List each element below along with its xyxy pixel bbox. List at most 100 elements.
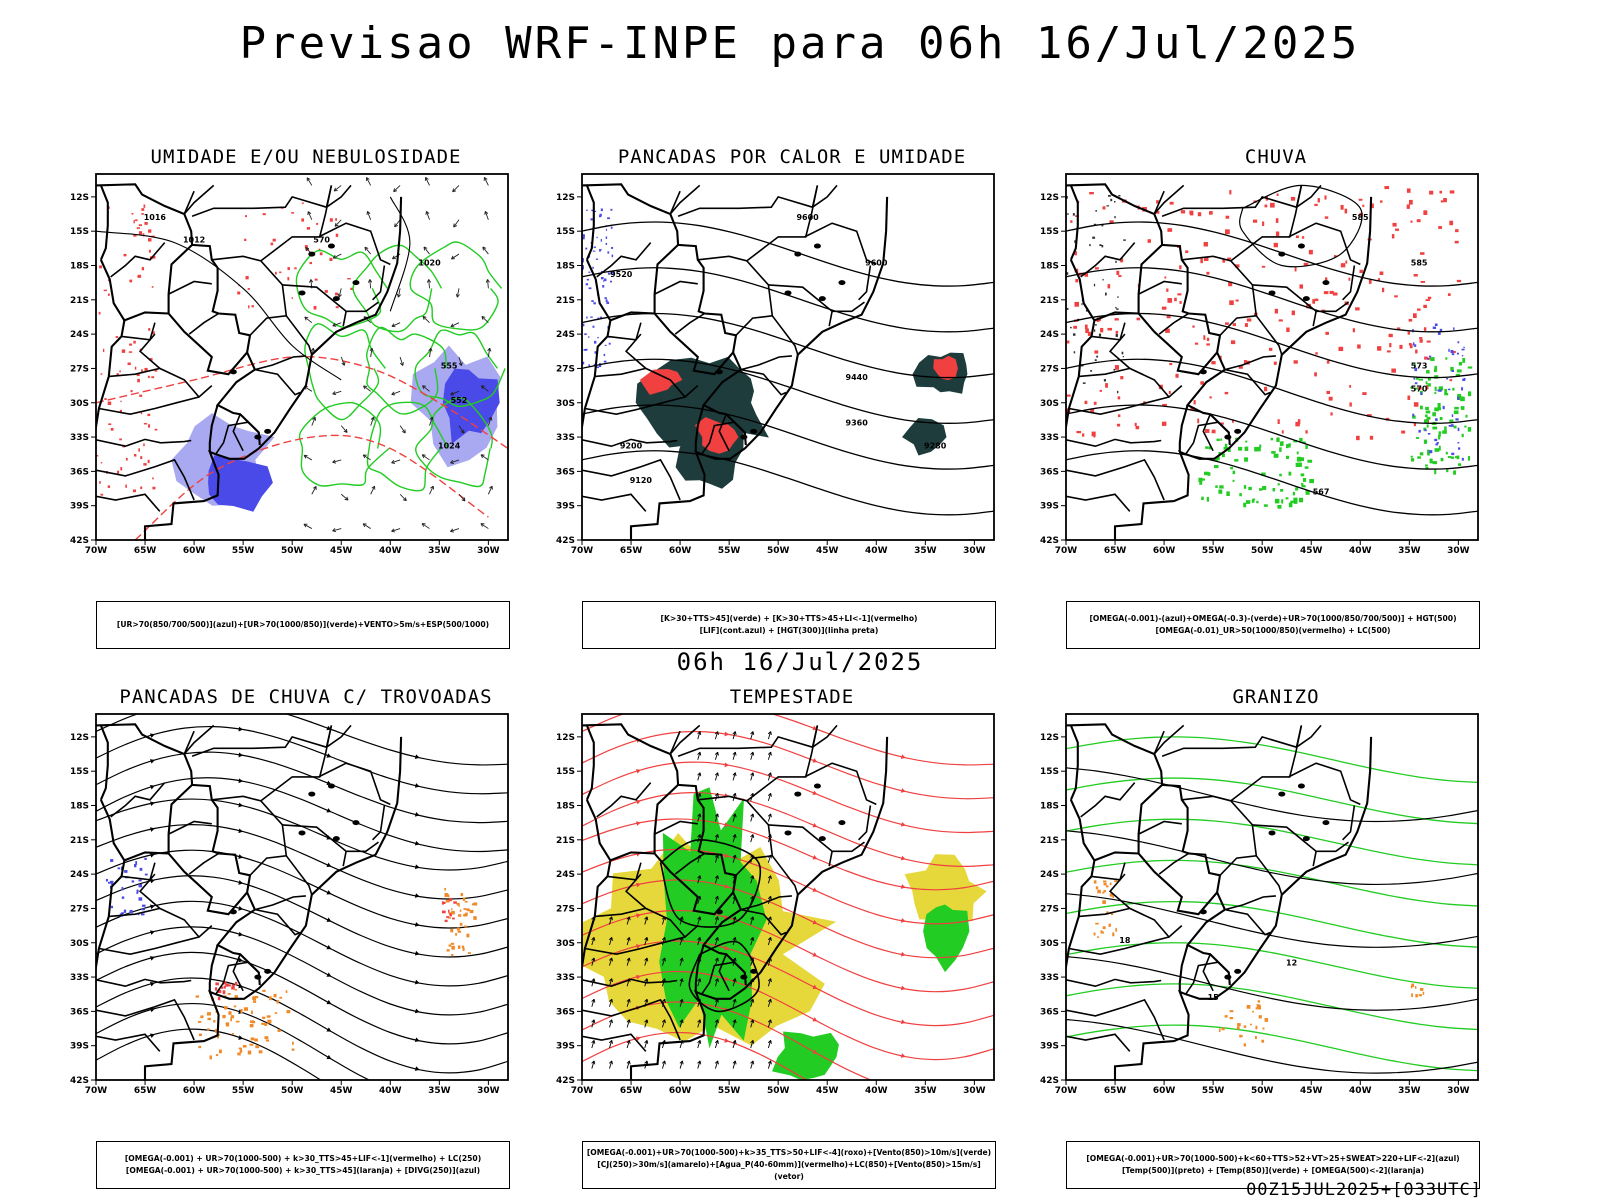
streamline-arrow	[238, 931, 244, 937]
humidity-shade-dense	[442, 368, 500, 444]
wind-vector-head	[626, 998, 631, 1003]
thickness-speck	[143, 423, 148, 425]
rain-area-speck	[1369, 435, 1374, 440]
wind-vector-head	[341, 361, 346, 366]
wind-vector	[679, 1019, 683, 1028]
lon-tick-label: 55W	[232, 1086, 255, 1096]
lc-speck	[1090, 370, 1093, 372]
wind-vector	[303, 454, 313, 461]
lon-tick-label: 30W	[963, 546, 986, 556]
thickness-speck	[141, 369, 143, 373]
rain-strong-speck	[1216, 438, 1220, 442]
convection-speck	[227, 993, 231, 995]
state-border	[183, 724, 215, 755]
streamline	[96, 714, 508, 766]
moisture-contour	[352, 244, 443, 333]
lon-tick-label: 40W	[1349, 1086, 1372, 1096]
wind-vector-head	[679, 1060, 684, 1065]
lat-tick-label: 42S	[70, 536, 89, 546]
wind-vector-head	[750, 772, 755, 777]
lat-tick-label: 21S	[1040, 296, 1059, 306]
rain-area-speck	[1395, 228, 1400, 231]
convection-speck	[466, 908, 470, 912]
omega-speck	[1262, 1027, 1265, 1030]
rain-area-speck	[1073, 325, 1077, 329]
thickness-speck	[270, 242, 274, 246]
lat-tick-label: 24S	[70, 330, 89, 340]
rain-strong-speck	[1279, 447, 1282, 452]
thunder-speck	[234, 981, 238, 986]
wind-vector	[332, 528, 342, 532]
wind-vector-head	[591, 1019, 596, 1024]
wind-vector-head	[679, 998, 684, 1003]
rain-area-speck	[1362, 204, 1365, 207]
lon-tick-label: 65W	[134, 1086, 157, 1096]
state-border	[1288, 762, 1361, 806]
rain-area-speck	[1278, 319, 1283, 322]
thickness-speck	[138, 224, 143, 227]
moisture-contour	[366, 401, 449, 492]
state-border	[318, 762, 391, 806]
rain-strong-speck	[1232, 479, 1235, 482]
convection-speck	[451, 910, 455, 915]
divergence-speck	[138, 897, 143, 901]
rain-weak-speck	[1451, 353, 1455, 356]
streamline-arrow	[326, 862, 332, 868]
lon-tick-label: 50W	[281, 546, 304, 556]
moisture-contour	[295, 249, 388, 328]
thickness-speck	[304, 245, 308, 249]
lif-contour-speck	[582, 323, 585, 327]
wind-vector-head	[679, 916, 684, 921]
jet-area	[904, 854, 987, 922]
thickness-speck	[141, 208, 145, 211]
omega-speck	[1422, 991, 1425, 995]
wind-vector-head	[332, 528, 337, 533]
streamline-850-arrow	[724, 731, 730, 737]
wind-vector	[662, 957, 666, 966]
contour-label: 1016	[144, 213, 167, 222]
state-border	[254, 895, 306, 911]
wind-vector-head	[608, 937, 613, 941]
temp-850-contour	[1066, 942, 1478, 989]
lake-mark	[352, 280, 360, 286]
thickness-speck	[335, 218, 337, 221]
thickness-speck	[152, 477, 154, 480]
thickness-speck	[152, 256, 156, 259]
lake-mark	[794, 791, 802, 797]
lif-contour-speck	[588, 287, 592, 290]
wind-vector-head	[608, 1019, 613, 1024]
lif-contour-speck	[588, 364, 591, 367]
streamline-arrow	[414, 783, 420, 788]
lc-speck	[1092, 236, 1096, 239]
rain-area-speck	[1454, 240, 1459, 244]
pressure-contour	[389, 196, 411, 312]
rain-strong-speck	[1434, 386, 1437, 392]
convection-speck	[250, 1037, 255, 1041]
streamline-850	[582, 970, 994, 1061]
state-border	[1224, 368, 1271, 396]
wind-vector	[480, 523, 489, 529]
wind-vector	[391, 459, 401, 464]
lat-tick-label: 12S	[1040, 193, 1059, 203]
rain-area-speck	[1084, 324, 1088, 330]
rain-strong-speck	[1248, 486, 1252, 491]
rain-area-speck	[1406, 204, 1410, 209]
lif-contour-speck	[605, 228, 608, 231]
state-border	[1342, 805, 1356, 841]
wind-vector	[332, 322, 342, 327]
rain-area-speck	[1410, 220, 1413, 223]
rain-strong-speck	[1425, 464, 1428, 467]
rain-area-speck	[1174, 297, 1177, 302]
wind-vector	[714, 1019, 719, 1028]
streamline-arrow	[414, 754, 420, 759]
lif-contour-speck	[605, 236, 608, 239]
rain-area-speck	[1165, 328, 1170, 333]
thickness-speck	[96, 455, 99, 457]
thickness-speck	[147, 459, 150, 464]
panel-tempestade: TEMPESTADE 12S 15S 18S 21S 24S 27S 30S 33S 36S 39…	[532, 686, 1052, 1189]
lon-tick-label: 55W	[718, 1086, 741, 1096]
wind-vector	[609, 957, 613, 966]
wind-vector	[732, 1060, 736, 1069]
streamline-arrow	[149, 981, 155, 987]
streamline-arrow	[149, 733, 155, 738]
